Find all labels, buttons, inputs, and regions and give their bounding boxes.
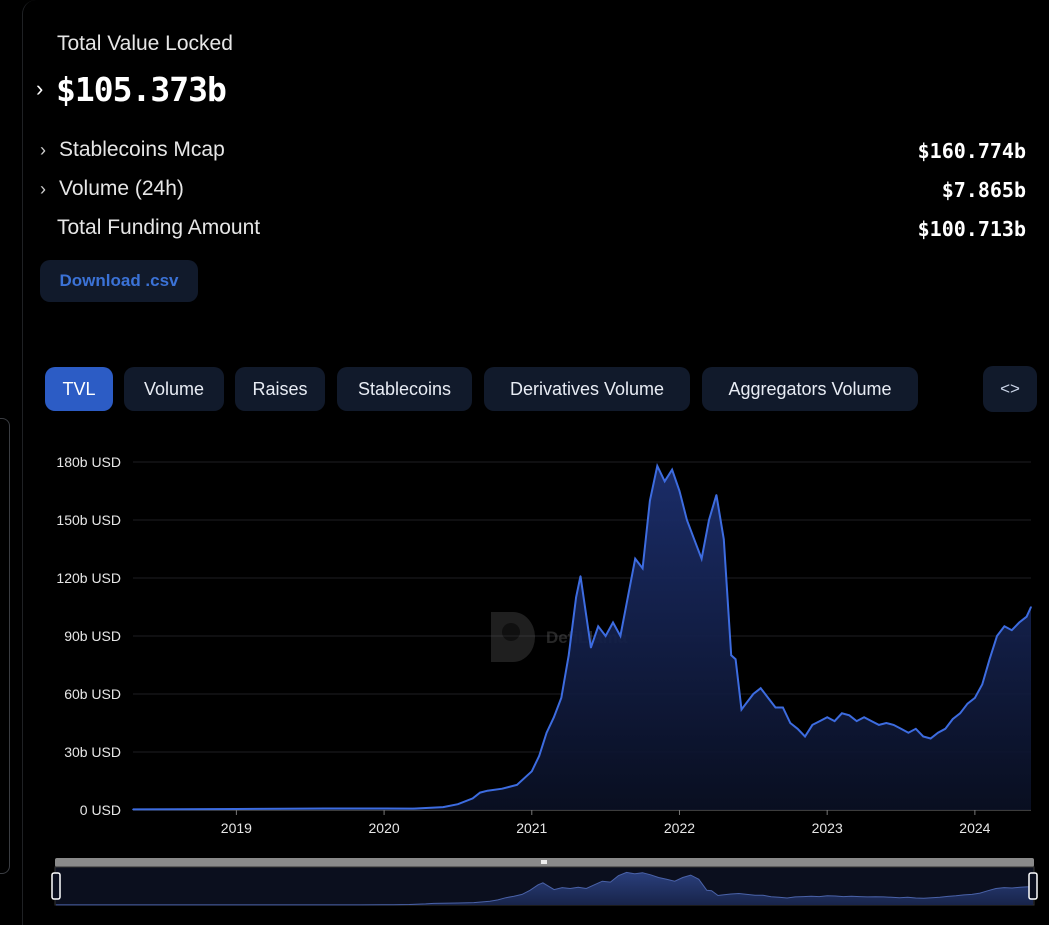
tab-tvl[interactable]: TVL <box>45 367 113 411</box>
download-csv-button[interactable]: Download .csv <box>40 260 198 302</box>
tab-aggregators-volume[interactable]: Aggregators Volume <box>702 367 918 411</box>
row-label: Volume (24h) <box>59 177 184 200</box>
side-panel-edge <box>0 418 10 874</box>
row-value: $7.865b <box>941 178 1026 202</box>
tvl-label: Total Value Locked <box>57 32 233 55</box>
stablecoins-mcap-row[interactable]: › Stablecoins Mcap $160.774b <box>40 137 1026 167</box>
row-label: Stablecoins Mcap <box>59 138 225 161</box>
tab-stablecoins[interactable]: Stablecoins <box>337 367 472 411</box>
tab-derivatives-volume[interactable]: Derivatives Volume <box>484 367 690 411</box>
volume-24h-row[interactable]: › Volume (24h) $7.865b <box>40 176 1026 206</box>
row-label: Total Funding Amount <box>57 216 261 239</box>
row-value: $160.774b <box>917 139 1026 163</box>
embed-button[interactable]: <> <box>983 366 1037 412</box>
tab-volume[interactable]: Volume <box>124 367 224 411</box>
chevron-right-icon[interactable]: › <box>40 140 46 160</box>
tvl-value: $105.373b <box>56 70 227 109</box>
chevron-right-icon[interactable]: › <box>40 179 46 199</box>
chevron-right-icon[interactable]: › <box>36 76 44 101</box>
row-value: $100.713b <box>917 217 1026 241</box>
total-funding-row: Total Funding Amount $100.713b <box>40 215 1026 245</box>
tab-raises[interactable]: Raises <box>235 367 325 411</box>
code-icon: <> <box>1000 379 1020 398</box>
